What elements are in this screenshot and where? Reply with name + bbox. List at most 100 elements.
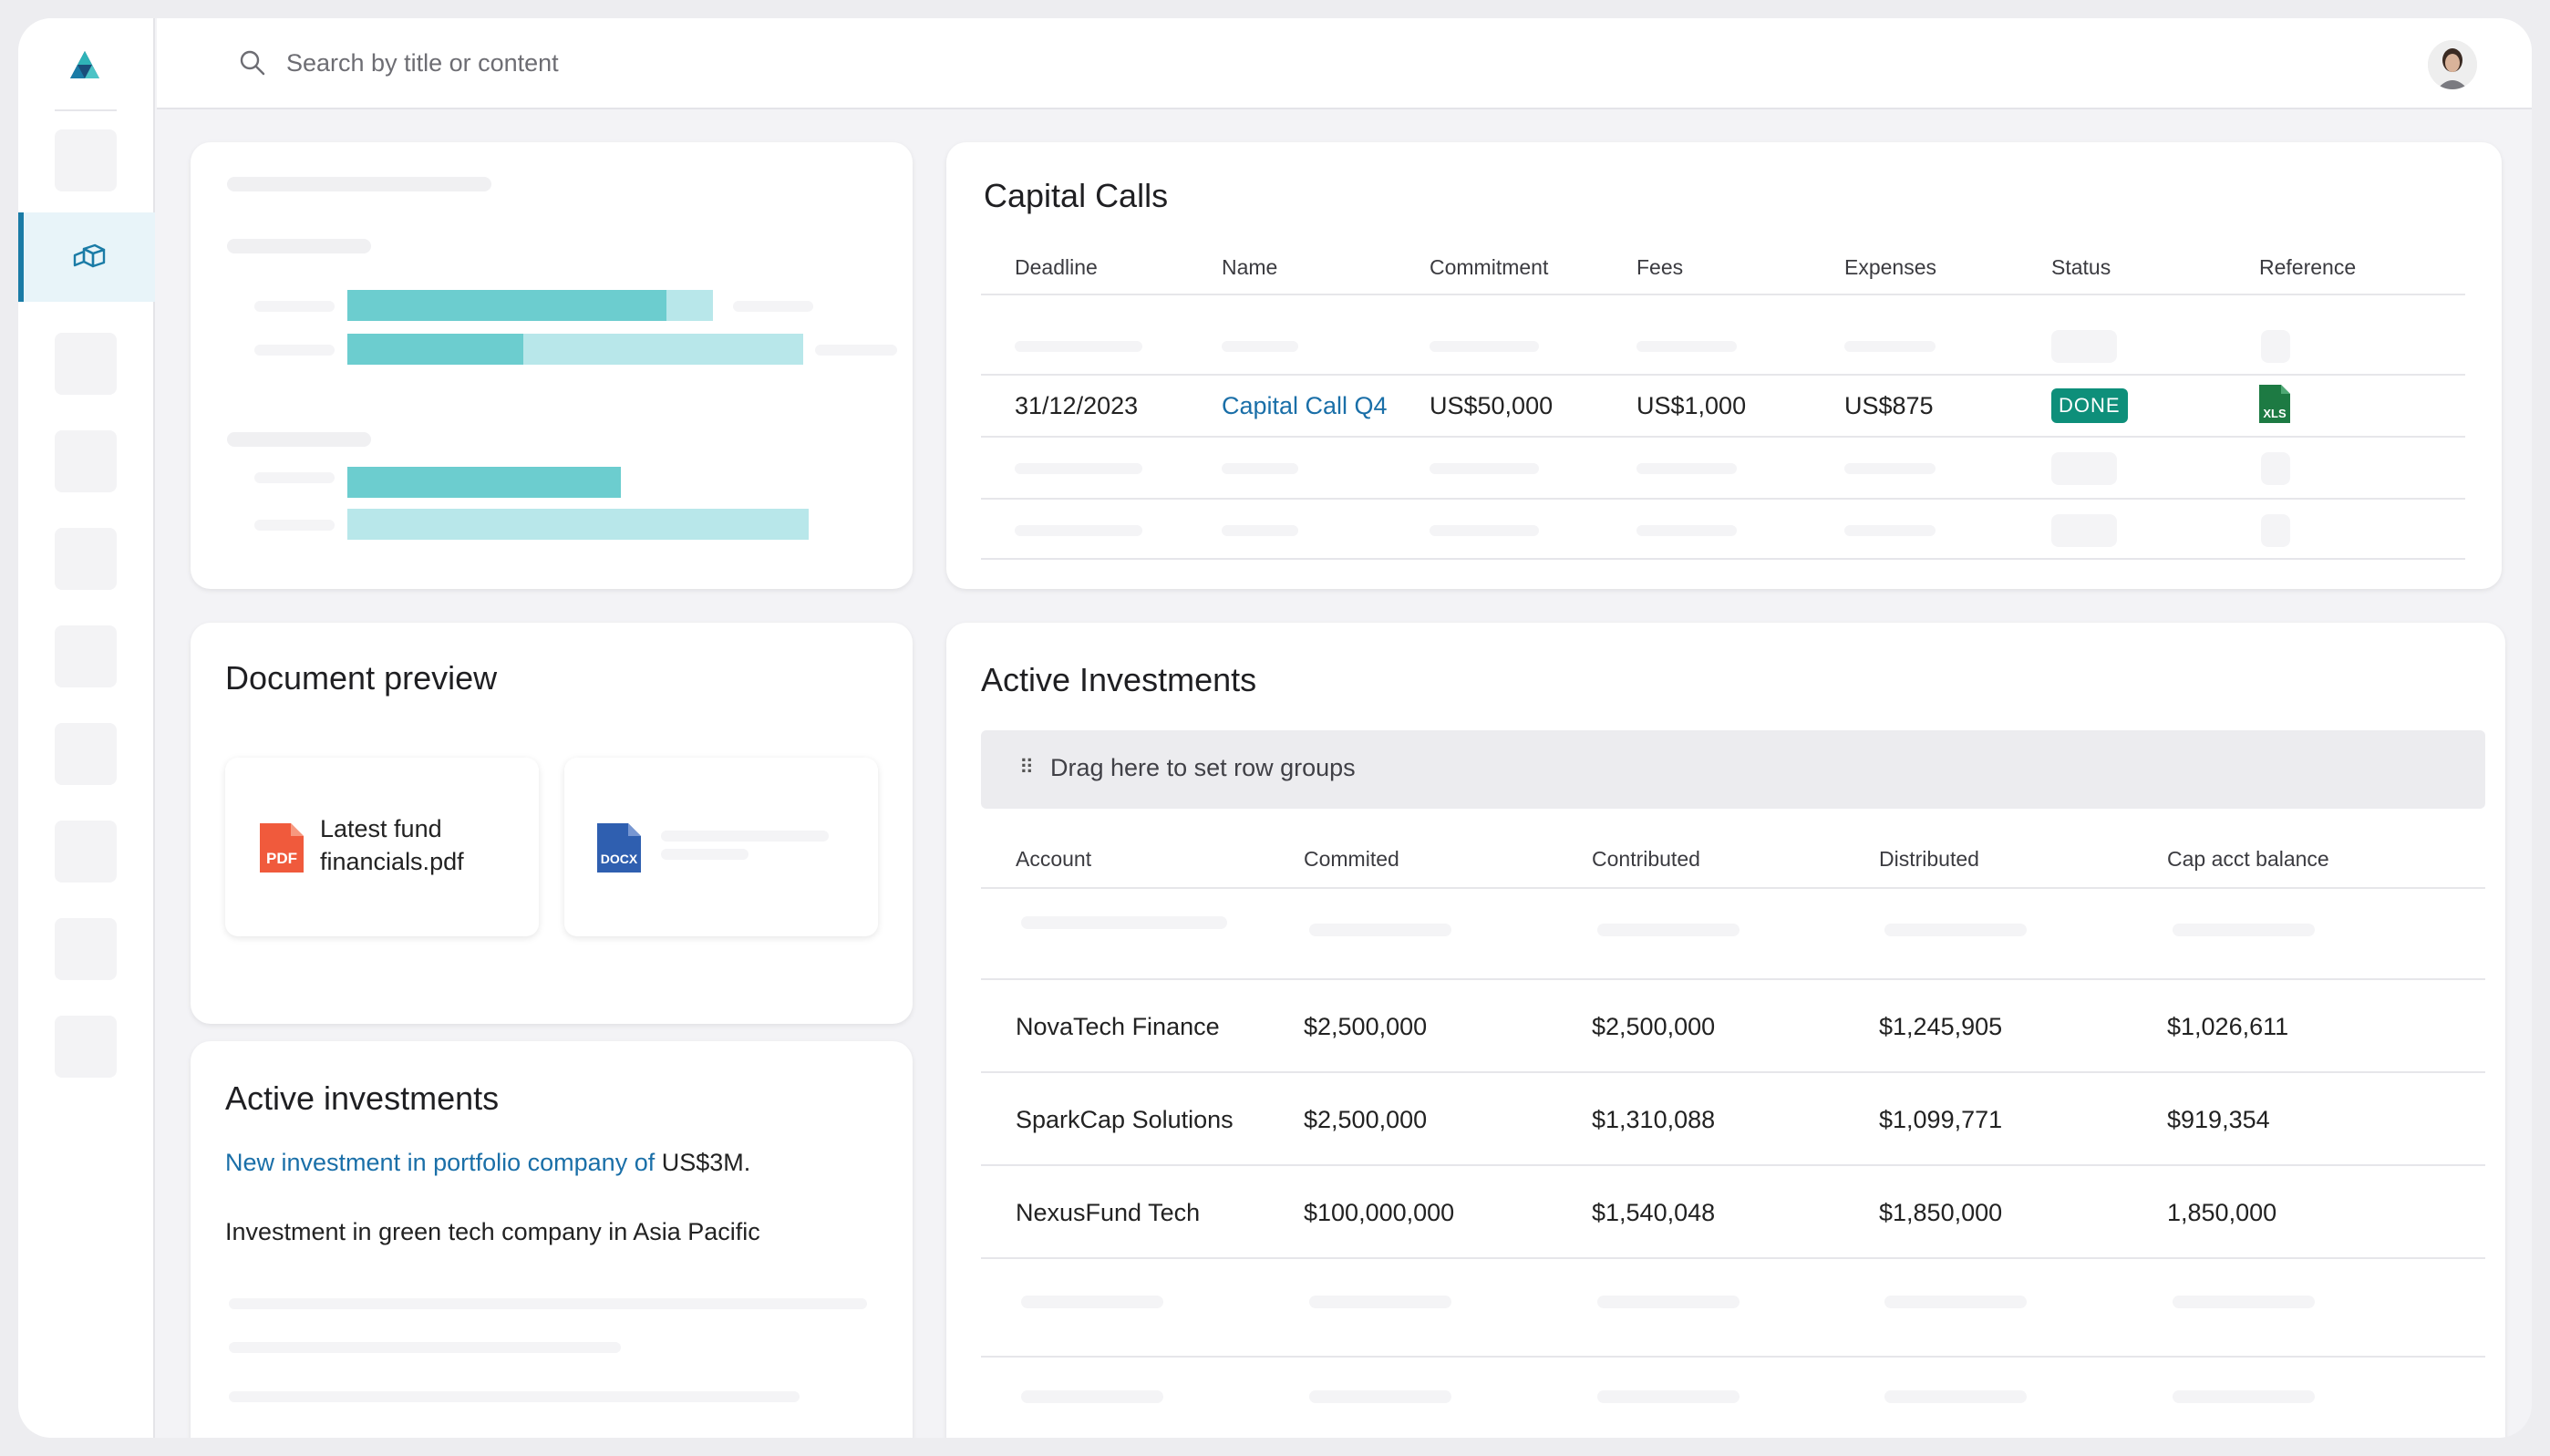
skeleton-line bbox=[227, 177, 491, 191]
document-tile[interactable]: PDF Latest fund financials.pdf bbox=[225, 758, 539, 936]
skeleton-line bbox=[254, 520, 335, 531]
cell-distributed: $1,850,000 bbox=[1879, 1199, 2003, 1226]
cell-commited: $100,000,000 bbox=[1304, 1199, 1455, 1226]
column-header-account[interactable]: Account bbox=[1016, 847, 1092, 871]
table-divider bbox=[981, 1257, 2485, 1259]
cell-contributed: $2,500,000 bbox=[1592, 1013, 1716, 1040]
row-group-dropzone[interactable]: ⠿ Drag here to set row groups bbox=[981, 730, 2485, 809]
drag-handle-icon: ⠿ bbox=[1019, 756, 1035, 779]
active-investments-note-card: Active investments New investment in por… bbox=[191, 1041, 913, 1438]
table-divider bbox=[981, 436, 2465, 438]
column-header-name[interactable]: Name bbox=[1222, 255, 1278, 279]
chart-bar bbox=[347, 290, 666, 321]
search-icon bbox=[240, 50, 265, 76]
sidebar-item[interactable] bbox=[55, 1016, 117, 1078]
sidebar-divider bbox=[55, 109, 117, 111]
column-header-fees[interactable]: Fees bbox=[1636, 255, 1684, 279]
card-title: Active Investments bbox=[981, 661, 1257, 698]
card-title: Document preview bbox=[225, 659, 498, 697]
sidebar-item[interactable] bbox=[55, 821, 117, 883]
capital-call-link[interactable]: Capital Call Q4 bbox=[1222, 392, 1388, 419]
xls-file-icon[interactable]: XLS bbox=[2259, 385, 2290, 428]
sidebar-item[interactable] bbox=[55, 333, 117, 395]
column-header-status[interactable]: Status bbox=[2051, 255, 2111, 279]
card-title: Active investments bbox=[225, 1079, 500, 1117]
table-divider bbox=[981, 978, 2485, 980]
table-divider bbox=[981, 374, 2465, 376]
table-divider bbox=[981, 1071, 2485, 1073]
sidebar-item-investments[interactable] bbox=[18, 212, 155, 302]
avatar[interactable] bbox=[2428, 40, 2477, 89]
cell-commited: $2,500,000 bbox=[1304, 1106, 1428, 1133]
status-badge: DONE bbox=[2051, 388, 2128, 423]
investment-link[interactable]: New investment in portfolio company of bbox=[225, 1149, 656, 1176]
column-header-expenses[interactable]: Expenses bbox=[1844, 255, 1937, 279]
skeleton-line bbox=[254, 345, 335, 356]
active-investments-card: Active Investments ⠿ Drag here to set ro… bbox=[946, 623, 2505, 1438]
cell-fees: US$1,000 bbox=[1636, 392, 1747, 419]
skeleton-line bbox=[661, 849, 748, 860]
sidebar-item[interactable] bbox=[55, 430, 117, 492]
skeleton-line bbox=[229, 1391, 800, 1402]
docx-file-icon: DOCX bbox=[597, 823, 641, 873]
investment-note: New investment in portfolio company of U… bbox=[225, 1149, 751, 1176]
document-preview-card: Document preview PDF Latest fund financi… bbox=[191, 623, 913, 1024]
cell-commited: $2,500,000 bbox=[1304, 1013, 1428, 1040]
investment-description: Investment in green tech company in Asia… bbox=[225, 1218, 760, 1245]
skeleton-line bbox=[229, 1342, 621, 1353]
svg-text:DOCX: DOCX bbox=[601, 852, 638, 866]
table-divider bbox=[981, 1356, 2485, 1358]
capital-calls-card: Capital Calls Deadline Name Commitment F… bbox=[946, 142, 2502, 589]
skeleton-line bbox=[227, 239, 371, 253]
svg-text:XLS: XLS bbox=[2263, 407, 2287, 420]
sidebar-item[interactable] bbox=[55, 625, 117, 687]
column-header-commitment[interactable]: Commitment bbox=[1430, 255, 1549, 279]
skeleton-line bbox=[661, 831, 829, 842]
cell-distributed: $1,099,771 bbox=[1879, 1106, 2003, 1133]
chart-bar bbox=[347, 334, 523, 365]
column-header-distributed[interactable]: Distributed bbox=[1879, 847, 1979, 871]
sidebar-item[interactable] bbox=[55, 129, 117, 191]
cell-contributed: $1,540,048 bbox=[1592, 1199, 1716, 1226]
cell-commitment: US$50,000 bbox=[1430, 392, 1554, 419]
column-header-deadline[interactable]: Deadline bbox=[1015, 255, 1098, 279]
skeleton-line bbox=[254, 301, 335, 312]
cube-icon bbox=[73, 243, 106, 268]
cell-account: NexusFund Tech bbox=[1016, 1199, 1201, 1226]
cell-account: NovaTech Finance bbox=[1016, 1013, 1220, 1040]
table-divider bbox=[981, 294, 2465, 295]
skeleton-line bbox=[733, 301, 813, 312]
skeleton-line bbox=[254, 472, 335, 483]
pdf-file-icon: PDF bbox=[260, 823, 304, 873]
skeleton-line bbox=[227, 432, 371, 447]
chart-bar bbox=[347, 509, 809, 540]
document-name: Latest fund financials.pdf bbox=[320, 815, 464, 875]
sidebar-item[interactable] bbox=[55, 918, 117, 980]
cell-cap-acct-balance: 1,850,000 bbox=[2167, 1199, 2277, 1226]
search-input[interactable]: Search by title or content bbox=[286, 49, 559, 77]
document-tile[interactable]: DOCX bbox=[564, 758, 878, 936]
column-header-contributed[interactable]: Contributed bbox=[1592, 847, 1700, 871]
table-divider bbox=[981, 1164, 2485, 1166]
sidebar-item[interactable] bbox=[55, 528, 117, 590]
chart-card bbox=[191, 142, 913, 589]
cell-cap-acct-balance: $1,026,611 bbox=[2167, 1013, 2289, 1040]
column-header-cap-acct-balance[interactable]: Cap acct balance bbox=[2167, 847, 2329, 871]
logo-icon[interactable] bbox=[67, 47, 103, 84]
investment-amount: US$3M bbox=[661, 1149, 744, 1176]
sidebar bbox=[18, 18, 155, 1438]
column-header-reference[interactable]: Reference bbox=[2259, 255, 2357, 279]
chart-bar bbox=[347, 467, 621, 498]
top-bar: Search by title or content bbox=[157, 18, 2532, 109]
column-header-commited[interactable]: Commited bbox=[1304, 847, 1399, 871]
cell-account: SparkCap Solutions bbox=[1016, 1106, 1234, 1133]
card-title: Capital Calls bbox=[984, 177, 1169, 214]
group-hint: Drag here to set row groups bbox=[1050, 754, 1356, 781]
sidebar-item[interactable] bbox=[55, 723, 117, 785]
svg-text:PDF: PDF bbox=[266, 850, 297, 867]
skeleton-line bbox=[229, 1298, 867, 1309]
table-divider bbox=[981, 498, 2465, 500]
table-divider bbox=[981, 887, 2485, 889]
cell-deadline: 31/12/2023 bbox=[1015, 392, 1139, 419]
cell-distributed: $1,245,905 bbox=[1879, 1013, 2003, 1040]
